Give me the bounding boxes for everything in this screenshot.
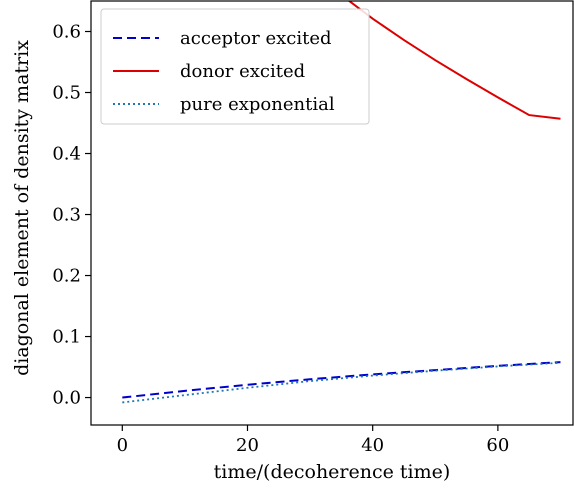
y-axis-label: diagonal element of density matrix <box>11 40 33 376</box>
x-tick-label: 0 <box>117 435 128 456</box>
y-tick-label: 0.3 <box>52 205 81 226</box>
axes-layer: 0 20 40 60 0.0 0.1 0.2 0.3 0.4 0.5 0.6 <box>52 0 574 456</box>
y-tick-label: 0.4 <box>52 144 81 165</box>
plot-frame <box>90 0 574 426</box>
x-tick-label: 40 <box>361 435 384 456</box>
y-tick-label: 0.0 <box>52 388 81 409</box>
series-line-acceptor-excited <box>122 361 561 399</box>
y-tick-label: 0.5 <box>52 83 81 104</box>
series-line-donor-excited <box>347 1 561 120</box>
legend-box <box>100 8 370 125</box>
series-line-pure-exponential <box>122 361 561 404</box>
legend-label: acceptor excited <box>180 28 332 49</box>
x-tick-label: 60 <box>486 435 509 456</box>
x-axis-label: time/(decoherence time) <box>214 461 451 483</box>
series-layer <box>122 1 561 404</box>
x-tick-label: 20 <box>236 435 259 456</box>
legend: acceptor excited donor excited pure expone… <box>100 8 370 125</box>
legend-label: donor excited <box>180 61 305 82</box>
y-tick-label: 0.2 <box>52 266 81 287</box>
y-tick-label: 0.1 <box>52 327 81 348</box>
legend-label: pure exponential <box>180 94 335 115</box>
y-tick-label: 0.6 <box>52 22 81 43</box>
